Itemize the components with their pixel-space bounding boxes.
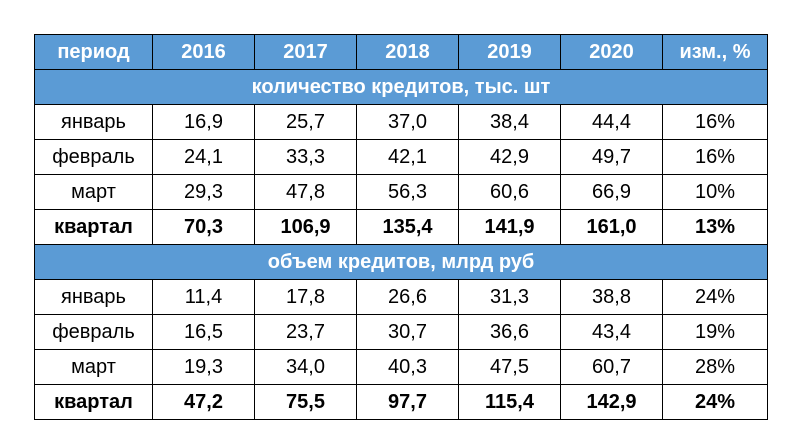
value-cell: 37,0: [356, 104, 459, 140]
header-year-2018: 2018: [356, 34, 459, 70]
change-cell: 28%: [662, 349, 768, 385]
header-change-percent: изм., %: [662, 34, 768, 70]
value-cell: 24,1: [152, 139, 255, 175]
section-header-row: объем кредитов, млрд руб: [34, 244, 768, 280]
value-cell: 26,6: [356, 279, 459, 315]
row-label: январь: [34, 279, 153, 315]
value-cell: 11,4: [152, 279, 255, 315]
table-row: март 29,3 47,8 56,3 60,6 66,9 10%: [34, 174, 768, 210]
change-cell: 19%: [662, 314, 768, 350]
value-cell: 60,6: [458, 174, 561, 210]
credit-statistics-table: период 2016 2017 2018 2019 2020 изм., % …: [34, 34, 768, 420]
value-cell: 44,4: [560, 104, 663, 140]
value-cell: 16,9: [152, 104, 255, 140]
header-row: период 2016 2017 2018 2019 2020 изм., %: [34, 34, 768, 70]
header-period: период: [34, 34, 153, 70]
value-cell: 97,7: [356, 384, 459, 420]
table-row: февраль 24,1 33,3 42,1 42,9 49,7 16%: [34, 139, 768, 175]
change-cell: 24%: [662, 279, 768, 315]
value-cell: 115,4: [458, 384, 561, 420]
table-row: март 19,3 34,0 40,3 47,5 60,7 28%: [34, 349, 768, 385]
header-year-2016: 2016: [152, 34, 255, 70]
value-cell: 25,7: [254, 104, 357, 140]
value-cell: 34,0: [254, 349, 357, 385]
table-row: февраль 16,5 23,7 30,7 36,6 43,4 19%: [34, 314, 768, 350]
value-cell: 106,9: [254, 209, 357, 245]
value-cell: 70,3: [152, 209, 255, 245]
value-cell: 161,0: [560, 209, 663, 245]
row-label: февраль: [34, 314, 153, 350]
value-cell: 42,9: [458, 139, 561, 175]
value-cell: 38,4: [458, 104, 561, 140]
value-cell: 30,7: [356, 314, 459, 350]
value-cell: 60,7: [560, 349, 663, 385]
value-cell: 16,5: [152, 314, 255, 350]
value-cell: 43,4: [560, 314, 663, 350]
row-label: январь: [34, 104, 153, 140]
header-year-2020: 2020: [560, 34, 663, 70]
value-cell: 17,8: [254, 279, 357, 315]
value-cell: 56,3: [356, 174, 459, 210]
row-label: март: [34, 174, 153, 210]
value-cell: 31,3: [458, 279, 561, 315]
value-cell: 49,7: [560, 139, 663, 175]
value-cell: 42,1: [356, 139, 459, 175]
table-row: январь 11,4 17,8 26,6 31,3 38,8 24%: [34, 279, 768, 315]
value-cell: 47,2: [152, 384, 255, 420]
value-cell: 47,5: [458, 349, 561, 385]
change-cell: 24%: [662, 384, 768, 420]
section-header-row: количество кредитов, тыс. шт: [34, 69, 768, 105]
row-label: квартал: [34, 384, 153, 420]
section-title: объем кредитов, млрд руб: [34, 244, 768, 280]
value-cell: 29,3: [152, 174, 255, 210]
section-title: количество кредитов, тыс. шт: [34, 69, 768, 105]
value-cell: 142,9: [560, 384, 663, 420]
value-cell: 36,6: [458, 314, 561, 350]
value-cell: 135,4: [356, 209, 459, 245]
change-cell: 10%: [662, 174, 768, 210]
value-cell: 75,5: [254, 384, 357, 420]
table-body: количество кредитов, тыс. шт январь 16,9 25…: [34, 69, 768, 420]
value-cell: 66,9: [560, 174, 663, 210]
header-year-2017: 2017: [254, 34, 357, 70]
value-cell: 141,9: [458, 209, 561, 245]
value-cell: 23,7: [254, 314, 357, 350]
row-label: март: [34, 349, 153, 385]
header-year-2019: 2019: [458, 34, 561, 70]
quarter-total-row: квартал 70,3 106,9 135,4 141,9 161,0 13%: [34, 209, 768, 245]
value-cell: 33,3: [254, 139, 357, 175]
value-cell: 19,3: [152, 349, 255, 385]
value-cell: 40,3: [356, 349, 459, 385]
row-label: февраль: [34, 139, 153, 175]
change-cell: 13%: [662, 209, 768, 245]
row-label: квартал: [34, 209, 153, 245]
quarter-total-row: квартал 47,2 75,5 97,7 115,4 142,9 24%: [34, 384, 768, 420]
value-cell: 38,8: [560, 279, 663, 315]
table-row: январь 16,9 25,7 37,0 38,4 44,4 16%: [34, 104, 768, 140]
value-cell: 47,8: [254, 174, 357, 210]
change-cell: 16%: [662, 139, 768, 175]
change-cell: 16%: [662, 104, 768, 140]
